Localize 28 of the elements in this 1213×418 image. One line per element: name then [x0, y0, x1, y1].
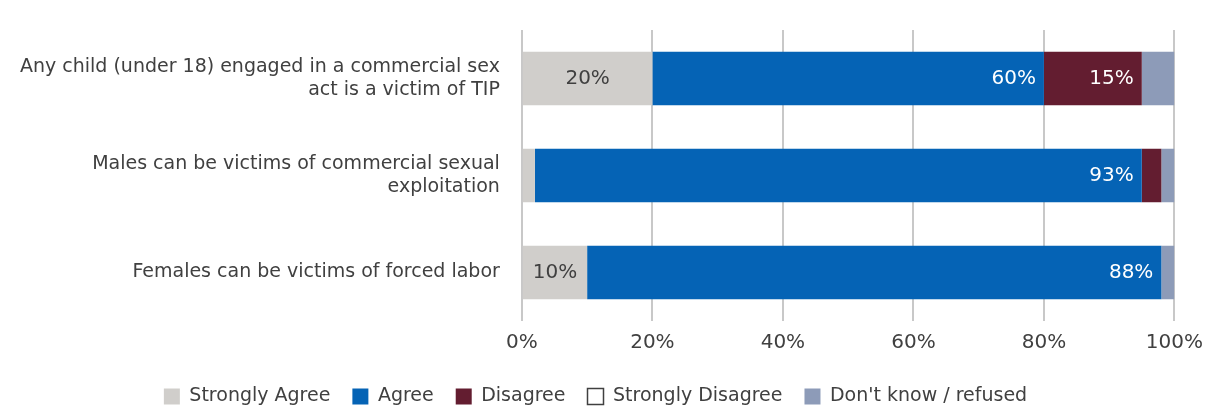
bar	[587, 245, 1162, 300]
legend-label: Don't know / refused	[829, 383, 1028, 406]
data-label: 15%	[1089, 64, 1134, 89]
x-tick-label: 60%	[891, 329, 936, 354]
data-label: 60%	[991, 64, 1036, 89]
bar	[1141, 148, 1162, 203]
data-label: 88%	[1108, 258, 1154, 283]
x-tick-label: 0%	[506, 329, 538, 354]
bar	[1141, 51, 1175, 106]
data-label: 20%	[565, 64, 610, 89]
legend-label: Agree	[377, 383, 434, 406]
legend-label: Strongly Agree	[189, 383, 331, 406]
bar	[534, 148, 1142, 203]
bar	[652, 51, 1044, 106]
x-tick-label: 20%	[630, 329, 675, 354]
x-tick-label: 40%	[760, 329, 806, 354]
y-tick-label: Males can be victims of commercial sexual exploitation	[92, 151, 500, 196]
bar	[1161, 148, 1175, 203]
bar	[1161, 245, 1175, 300]
legend-label: Strongly Disagree	[613, 383, 783, 406]
x-tick-label: 100%	[1145, 329, 1203, 354]
data-label: 93%	[1089, 161, 1134, 186]
y-tick-label: Females can be victims of forced labor	[132, 259, 501, 282]
legend-label: Disagree	[481, 383, 566, 406]
y-tick-label: Any child (under 18) engaged in a commercial sex act is a victim of TIP	[19, 54, 500, 99]
x-tick-label: 80%	[1021, 329, 1067, 354]
data-label: 10%	[532, 258, 578, 283]
bar	[1043, 51, 1142, 106]
